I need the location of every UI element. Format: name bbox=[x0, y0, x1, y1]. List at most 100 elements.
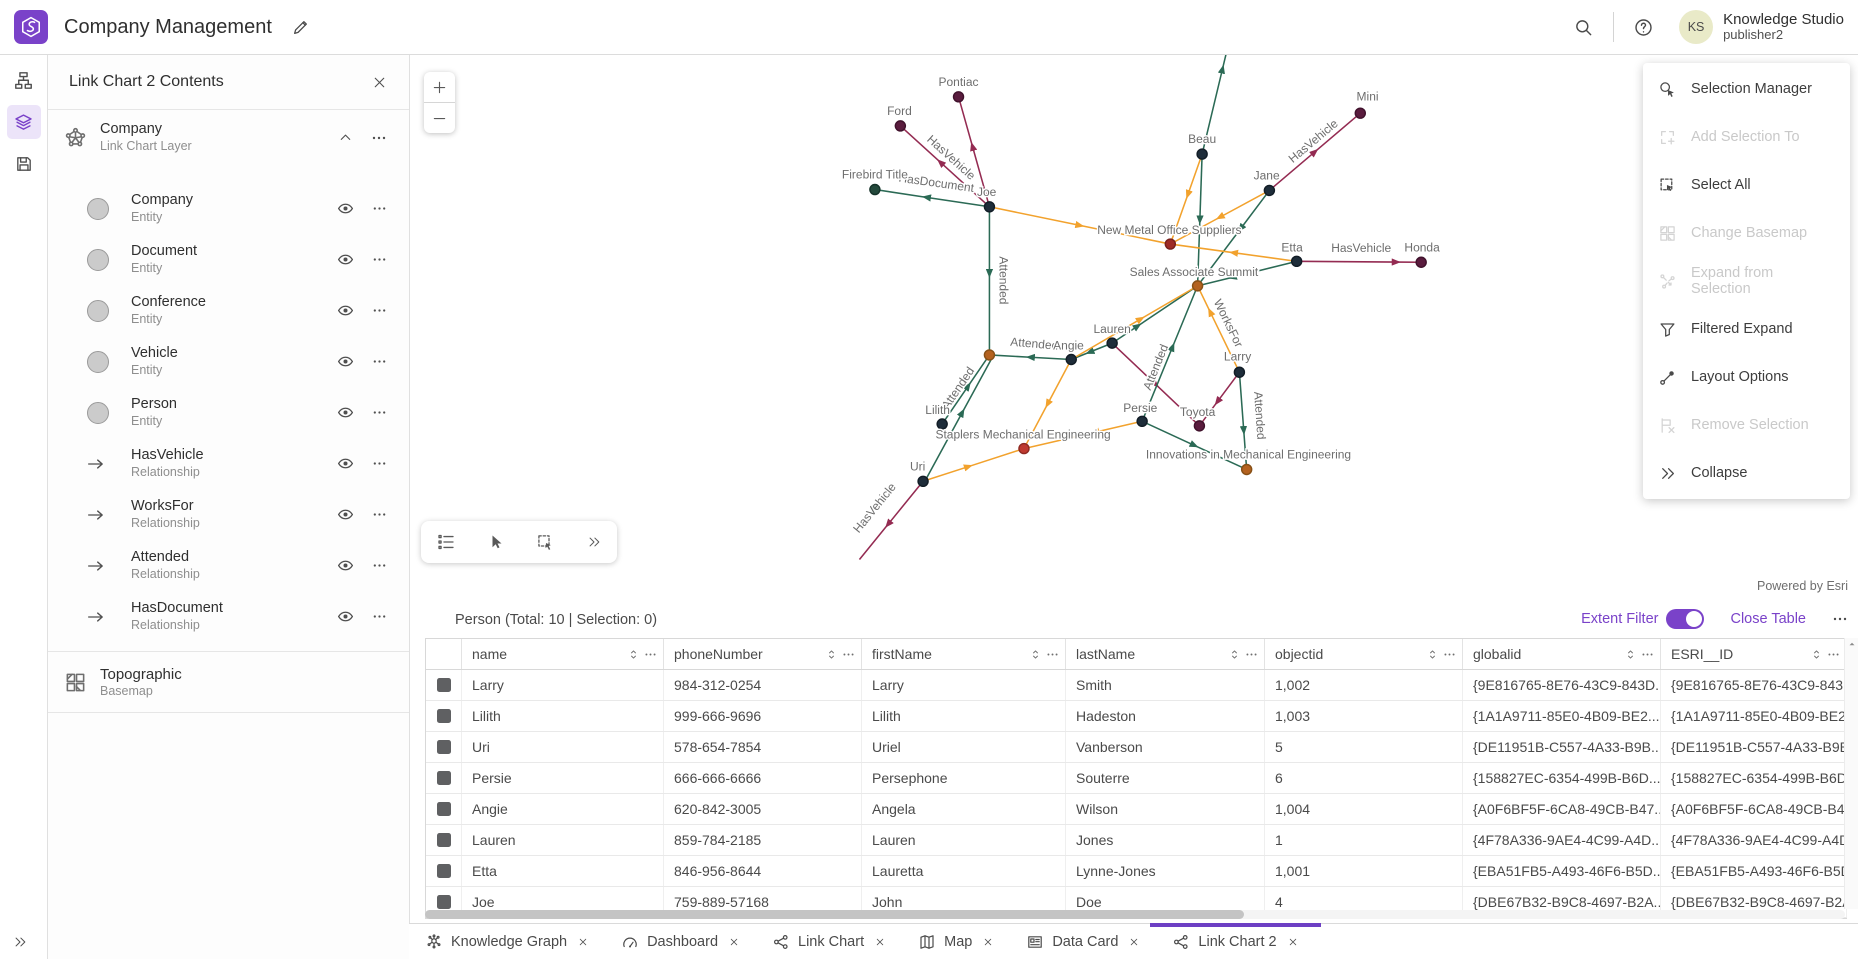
column-options-icon[interactable] bbox=[1046, 648, 1059, 661]
table-row[interactable]: Uri 578-654-7854 Uriel Vanberson 5 {DE11951B-… bbox=[426, 732, 1847, 763]
layer-item-conference[interactable]: Conference Entity bbox=[47, 285, 409, 336]
tab-close-icon[interactable] bbox=[875, 937, 885, 947]
data-model-icon[interactable] bbox=[7, 63, 41, 97]
item-options-icon[interactable] bbox=[372, 456, 387, 471]
column-header-objectid[interactable]: objectid bbox=[1265, 639, 1463, 669]
save-icon[interactable] bbox=[7, 147, 41, 181]
graph-edge-worksfor[interactable] bbox=[1169, 189, 1270, 245]
graph-edge-attended[interactable] bbox=[925, 357, 993, 480]
row-checkbox[interactable] bbox=[436, 740, 451, 754]
item-options-icon[interactable] bbox=[372, 201, 387, 216]
sort-icon[interactable] bbox=[627, 648, 640, 661]
column-header-globalid[interactable]: globalid bbox=[1463, 639, 1661, 669]
close-table-button[interactable]: Close Table bbox=[1730, 611, 1806, 627]
graph-edge-attended[interactable] bbox=[874, 188, 990, 208]
table-horizontal-scrollbar[interactable] bbox=[425, 910, 1845, 919]
graph-node[interactable] bbox=[1354, 107, 1367, 119]
layer-item-vehicle[interactable]: Vehicle Entity bbox=[47, 336, 409, 387]
graph-node[interactable] bbox=[983, 201, 996, 213]
visibility-eye-icon[interactable] bbox=[337, 200, 354, 217]
graph-edge-worksfor[interactable] bbox=[1023, 420, 1143, 450]
collapse-layer-chevron-icon[interactable] bbox=[338, 130, 353, 145]
tab-close-icon[interactable] bbox=[578, 937, 588, 947]
legend-list-icon[interactable] bbox=[437, 533, 455, 551]
column-options-icon[interactable] bbox=[1641, 648, 1654, 661]
menu-item-layout-options[interactable]: Layout Options bbox=[1643, 353, 1850, 401]
toolbar-expand-icon[interactable] bbox=[587, 535, 601, 549]
column-header-ESRI__ID[interactable]: ESRI__ID bbox=[1661, 639, 1847, 669]
menu-item-select-all[interactable]: Select All bbox=[1643, 161, 1850, 209]
column-options-icon[interactable] bbox=[1827, 648, 1840, 661]
search-icon[interactable] bbox=[1574, 18, 1593, 37]
graph-node[interactable] bbox=[1164, 238, 1177, 250]
column-header-name[interactable]: name bbox=[462, 639, 664, 669]
visibility-eye-icon[interactable] bbox=[337, 455, 354, 472]
avatar[interactable]: KS bbox=[1679, 10, 1714, 44]
menu-item-selection-manager[interactable]: Selection Manager bbox=[1643, 65, 1850, 113]
tab-map[interactable]: Map bbox=[902, 924, 1010, 959]
column-options-icon[interactable] bbox=[1443, 648, 1456, 661]
graph-node[interactable] bbox=[1240, 463, 1253, 476]
basemap-row[interactable]: Topographic Basemap bbox=[47, 652, 409, 713]
item-options-icon[interactable] bbox=[372, 405, 387, 420]
visibility-eye-icon[interactable] bbox=[337, 557, 354, 574]
graph-node[interactable] bbox=[1106, 337, 1118, 349]
sort-icon[interactable] bbox=[1029, 648, 1042, 661]
graph-node[interactable] bbox=[1191, 280, 1204, 292]
extent-filter-toggle[interactable] bbox=[1666, 609, 1705, 629]
graph-edge-hasvehicle[interactable] bbox=[899, 125, 990, 208]
graph-edge-attended[interactable] bbox=[1197, 260, 1297, 287]
graph-edge-hasvehicle[interactable] bbox=[1296, 258, 1422, 266]
table-row[interactable]: Persie 666-666-6666 Persephone Souterre 6 {15… bbox=[426, 763, 1847, 794]
column-header-lastName[interactable]: lastName bbox=[1066, 639, 1265, 669]
graph-node[interactable] bbox=[917, 475, 929, 488]
graph-node[interactable] bbox=[1018, 442, 1030, 455]
scroll-up-icon[interactable] bbox=[1847, 639, 1857, 649]
link-chart-canvas[interactable]: HasVehicle HasVehicle HasVehicle HasVehicle… bbox=[409, 55, 1858, 604]
graph-edge-attended[interactable] bbox=[1238, 372, 1248, 470]
graph-edge-worksfor[interactable] bbox=[1070, 285, 1198, 361]
graph-node[interactable] bbox=[1290, 255, 1303, 268]
table-options-icon[interactable] bbox=[1832, 611, 1848, 627]
item-options-icon[interactable] bbox=[372, 252, 387, 267]
zoom-in-button[interactable] bbox=[424, 72, 455, 102]
sort-icon[interactable] bbox=[1810, 648, 1823, 661]
graph-node[interactable] bbox=[1193, 420, 1206, 432]
tab-knowledge-graph[interactable]: Knowledge Graph bbox=[409, 924, 605, 959]
visibility-eye-icon[interactable] bbox=[337, 608, 354, 625]
layer-options-icon[interactable] bbox=[371, 130, 387, 146]
row-checkbox[interactable] bbox=[436, 771, 451, 785]
menu-item-collapse[interactable]: Collapse bbox=[1643, 449, 1850, 497]
tab-link-chart-2[interactable]: Link Chart 2 bbox=[1150, 923, 1321, 959]
item-options-icon[interactable] bbox=[372, 609, 387, 624]
layer-item-company[interactable]: Company Entity bbox=[47, 183, 409, 234]
graph-node[interactable] bbox=[952, 91, 965, 103]
layer-item-person[interactable]: Person Entity bbox=[47, 387, 409, 438]
graph-edge-worksfor[interactable] bbox=[1170, 243, 1297, 263]
graph-node[interactable] bbox=[1233, 366, 1246, 378]
column-options-icon[interactable] bbox=[842, 648, 855, 661]
sort-icon[interactable] bbox=[1426, 648, 1439, 661]
table-vertical-scrollbar[interactable] bbox=[1844, 638, 1858, 909]
extent-filter-control[interactable]: Extent Filter bbox=[1581, 609, 1705, 629]
graph-edge-hasvehicle[interactable] bbox=[858, 480, 924, 560]
graph-node[interactable] bbox=[936, 418, 948, 430]
tab-close-icon[interactable] bbox=[1129, 937, 1139, 947]
row-checkbox[interactable] bbox=[436, 833, 451, 847]
graph-node[interactable] bbox=[894, 120, 907, 132]
table-row[interactable]: Lauren 859-784-2185 Lauren Jones 1 {4F78A336-… bbox=[426, 825, 1847, 856]
sort-icon[interactable] bbox=[1228, 648, 1241, 661]
graph-edge-attended[interactable] bbox=[1141, 285, 1199, 422]
tab-close-icon[interactable] bbox=[729, 937, 739, 947]
graph-edge-attended[interactable] bbox=[1141, 420, 1247, 471]
rail-collapse-icon[interactable] bbox=[13, 935, 27, 949]
graph-edge-attended[interactable] bbox=[1196, 189, 1271, 287]
graph-edge-attended[interactable] bbox=[1196, 154, 1204, 286]
graph-node[interactable] bbox=[983, 349, 996, 361]
visibility-eye-icon[interactable] bbox=[337, 353, 354, 370]
visibility-eye-icon[interactable] bbox=[337, 302, 354, 319]
item-options-icon[interactable] bbox=[372, 558, 387, 573]
table-row[interactable]: Angie 620-842-3005 Angela Wilson 1,004 {A0F6B… bbox=[426, 794, 1847, 825]
graph-edge-attended[interactable] bbox=[989, 353, 1072, 362]
menu-item-filtered-expand[interactable]: Filtered Expand bbox=[1643, 305, 1850, 353]
